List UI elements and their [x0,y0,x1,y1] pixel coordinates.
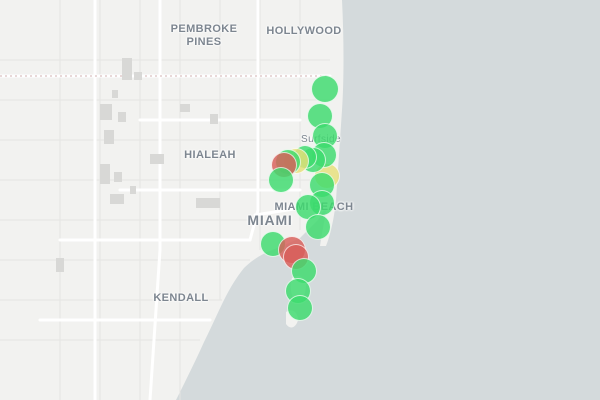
location-marker[interactable] [305,214,331,240]
location-marker[interactable] [268,167,294,193]
location-marker[interactable] [311,75,339,103]
ocean-water [176,0,600,400]
barrier-island [320,0,344,246]
minor-roads [0,0,330,400]
urban-blocks [56,58,220,272]
location-marker[interactable] [287,295,313,321]
